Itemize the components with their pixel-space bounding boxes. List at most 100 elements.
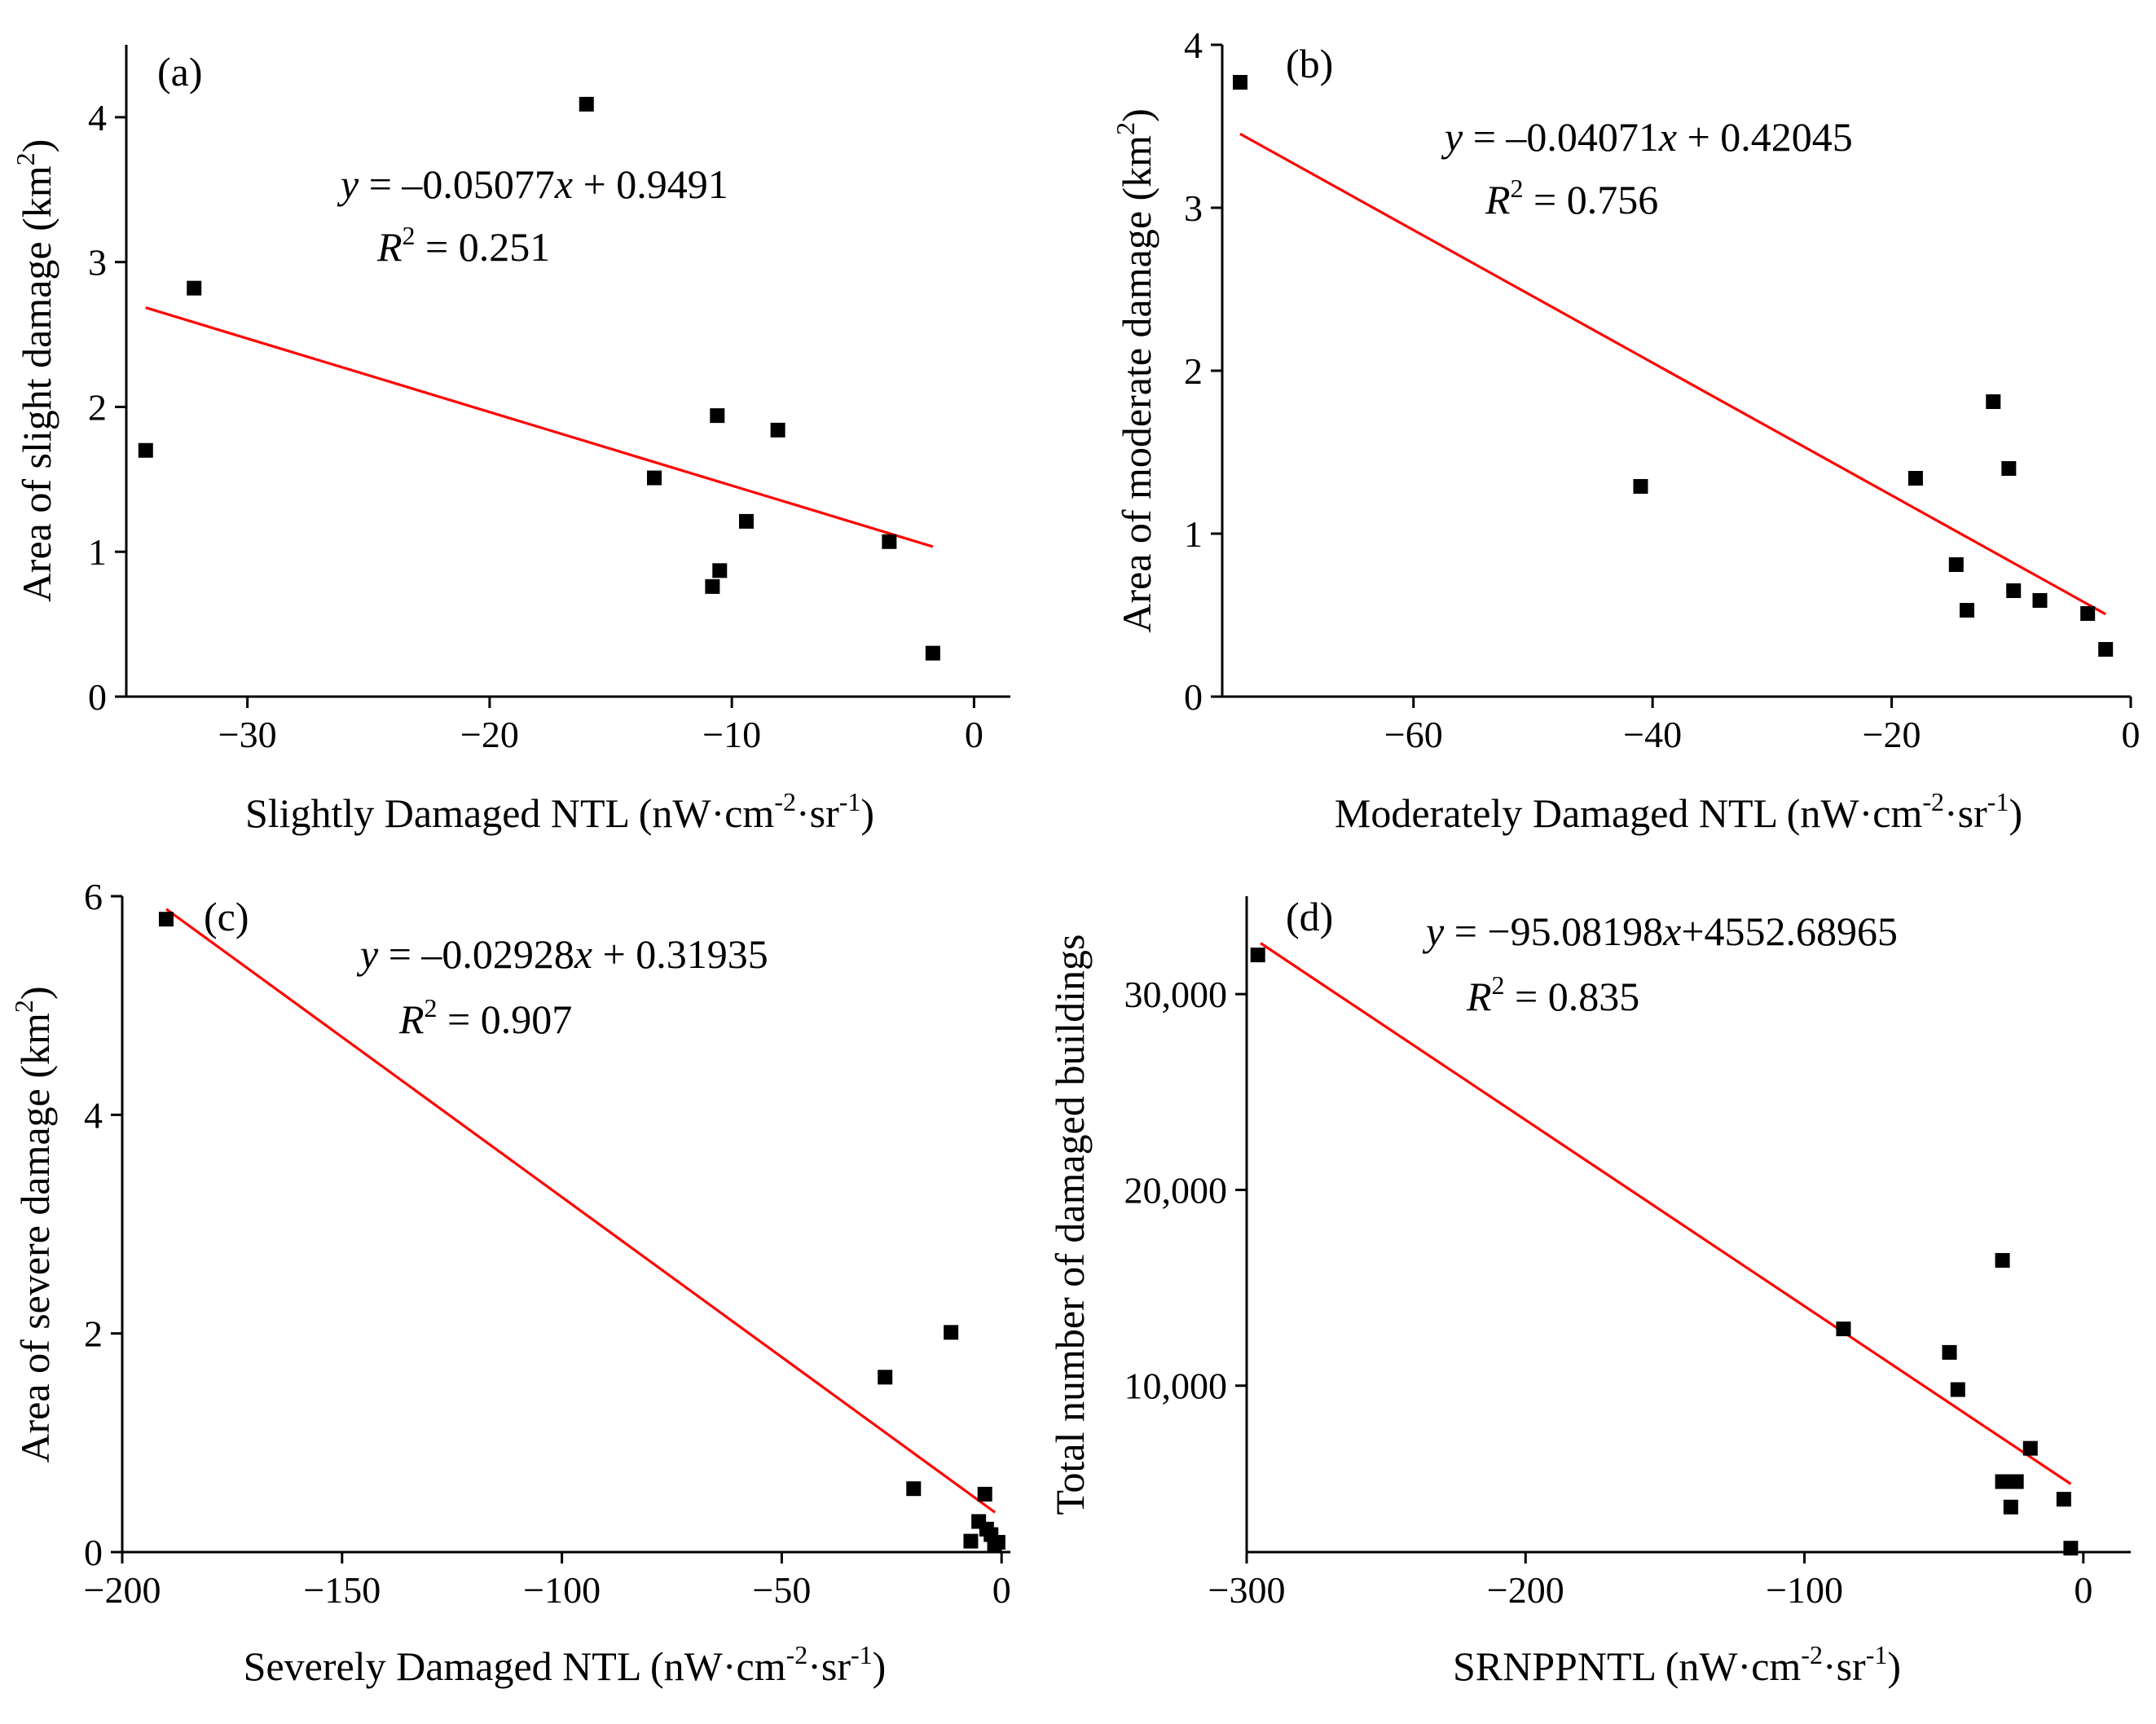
x-tick-label: −10: [702, 714, 761, 755]
y-tick-label: 3: [88, 242, 107, 284]
x-tick-label: 0: [2122, 714, 2141, 755]
x-tick-label: −30: [218, 714, 277, 755]
data-point: [2080, 606, 2096, 621]
y-tick-label: 3: [1184, 187, 1203, 229]
data-point: [878, 1370, 893, 1385]
data-point: [1950, 1382, 1965, 1397]
data-point: [2056, 1492, 2071, 1507]
x-tick-label: −100: [523, 1569, 601, 1611]
x-tick-label: −40: [1623, 714, 1682, 755]
data-point: [705, 578, 720, 594]
data-point: [1995, 1252, 2010, 1268]
x-tick-label: 0: [2074, 1569, 2092, 1611]
data-point: [710, 408, 725, 424]
data-point: [1633, 479, 1648, 494]
y-tick-label: 30,000: [1124, 974, 1228, 1015]
data-point: [1960, 603, 1975, 618]
data-point: [882, 534, 897, 549]
x-tick-label: −150: [303, 1569, 381, 1611]
data-point: [2032, 593, 2048, 608]
x-axis-title: SRNPPNTL (nW·cm-2·sr-1): [1453, 1640, 1901, 1689]
r-squared: R2 = 0.907: [398, 993, 572, 1042]
regression-line: [145, 306, 934, 548]
y-tick-label: 2: [84, 1313, 103, 1355]
x-tick-label: −60: [1384, 714, 1443, 755]
x-tick-label: −50: [752, 1569, 811, 1611]
data-point: [2003, 1499, 2018, 1515]
regression-equation: y = –0.02928x + 0.31935: [356, 931, 768, 977]
x-tick-label: −200: [1487, 1569, 1564, 1611]
data-point: [579, 96, 594, 112]
x-axis-title: Moderately Damaged NTL (nW·cm-2·sr-1): [1335, 787, 2022, 836]
regression-line: [165, 908, 997, 1514]
regression-equation: y = −95.08198x+4552.68965: [1422, 908, 1898, 954]
data-point: [925, 645, 940, 661]
data-point: [2063, 1541, 2079, 1556]
data-point: [2009, 1474, 2024, 1489]
panel-b: −60 −40 −20 0 0 1 2 3 4 (b) y = –0.04071x + 0.4204…: [1111, 24, 2141, 836]
data-point: [1907, 471, 1923, 486]
data-point: [158, 912, 174, 927]
x-tick-label: −200: [84, 1569, 161, 1611]
panel-a: −30 −20 −10 0 0 1 2 3 4 (a) y = –0.05077x + 0.9491…: [11, 45, 1010, 836]
panel-label: (c): [204, 894, 249, 939]
data-point: [770, 422, 785, 438]
panel-d: −300 −200 −100 0 10,000 20,000 30,000 (d) y = −9…: [1047, 894, 2131, 1689]
x-tick-label: 0: [992, 1569, 1011, 1611]
y-axis-title: Area of slight damage (km2): [11, 139, 59, 603]
y-axis-title: Area of severe damage (km2): [9, 986, 58, 1462]
data-point: [738, 513, 754, 529]
y-tick-label: 0: [88, 676, 107, 718]
x-tick-label: −300: [1208, 1569, 1286, 1611]
y-tick-label: 4: [1184, 24, 1203, 66]
data-point: [977, 1486, 992, 1502]
y-tick-label: 6: [84, 876, 103, 917]
y-tick-label: 2: [88, 386, 107, 428]
y-tick-label: 10,000: [1124, 1366, 1228, 1407]
data-point: [990, 1534, 1005, 1550]
data-point: [138, 442, 153, 458]
r-squared: R2 = 0.251: [376, 221, 550, 270]
data-point: [944, 1325, 959, 1340]
panel-c: −200 −150 −100 −50 0 0 2 4 6 (c) y = –0.02928x + 0…: [9, 876, 1011, 1689]
y-tick-label: 1: [1184, 513, 1203, 555]
panel-label: (a): [157, 49, 203, 95]
r-squared: R2 = 0.756: [1485, 174, 1658, 222]
y-axis-title: Area of moderate damage (km2): [1111, 108, 1159, 632]
x-tick-label: −20: [460, 714, 519, 755]
data-point: [647, 470, 662, 486]
r-squared: R2 = 0.835: [1466, 970, 1639, 1019]
x-axis-title: Slightly Damaged NTL (nW·cm-2·sr-1): [245, 787, 874, 836]
data-point: [2098, 642, 2114, 657]
x-axis-title: Severely Damaged NTL (nW·cm-2·sr-1): [244, 1640, 887, 1689]
data-point: [1836, 1322, 1851, 1337]
x-tick-label: 0: [965, 714, 983, 755]
data-point: [963, 1533, 979, 1549]
y-axis-title: Total number of damaged buildings: [1047, 934, 1093, 1515]
data-point: [2006, 583, 2022, 598]
y-tick-label: 20,000: [1124, 1169, 1228, 1211]
y-tick-label: 0: [84, 1532, 103, 1573]
regression-line: [1260, 942, 2072, 1485]
data-point: [1986, 394, 2001, 409]
data-point: [2022, 1440, 2038, 1456]
y-tick-label: 1: [88, 531, 107, 573]
y-tick-label: 2: [1184, 350, 1203, 392]
data-point: [2001, 461, 2017, 476]
panel-label: (d): [1286, 894, 1333, 939]
y-tick-label: 0: [1184, 676, 1203, 718]
data-point: [1948, 557, 1964, 572]
data-point: [712, 563, 728, 578]
data-point: [187, 280, 202, 296]
data-point: [1942, 1344, 1957, 1360]
data-point: [1233, 75, 1248, 90]
x-tick-label: −100: [1766, 1569, 1843, 1611]
regression-equation: y = –0.04071x + 0.42045: [1441, 114, 1853, 160]
regression-equation: y = –0.05077x + 0.9491: [337, 161, 728, 207]
panel-label: (b): [1286, 41, 1333, 86]
data-point: [906, 1481, 922, 1497]
y-tick-label: 4: [84, 1094, 103, 1136]
y-tick-label: 4: [88, 97, 107, 139]
x-tick-label: −20: [1863, 714, 1921, 755]
